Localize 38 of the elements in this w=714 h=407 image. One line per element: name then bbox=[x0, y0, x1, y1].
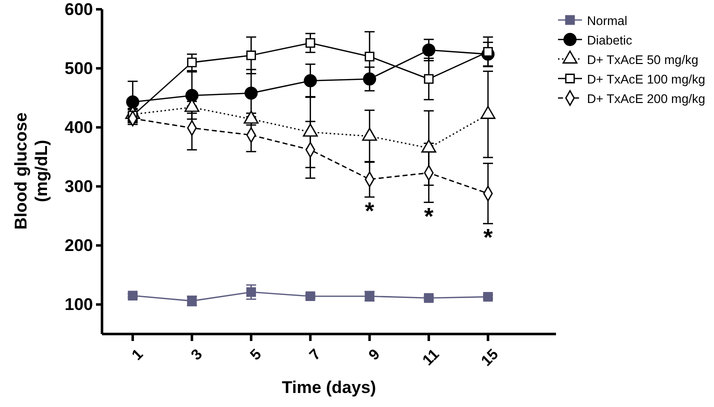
point bbox=[304, 74, 317, 88]
legend-label: Normal bbox=[587, 14, 628, 28]
y-axis-title: Blood glucose (mg/dL) bbox=[12, 112, 51, 230]
x-tick-label: 15 bbox=[478, 346, 502, 370]
x-tick-label: 7 bbox=[306, 346, 324, 364]
point bbox=[483, 292, 493, 302]
point bbox=[128, 290, 138, 300]
point bbox=[483, 46, 493, 57]
legend-label: D+ TxAcE 200 mg/kg bbox=[587, 92, 706, 106]
x-tick-label: 9 bbox=[366, 346, 384, 364]
y-tick-label: 600 bbox=[64, 0, 93, 19]
legend-label: D+ TxAcE 50 mg/kg bbox=[587, 53, 698, 67]
x-tick-label: 3 bbox=[188, 346, 206, 364]
x-tick-label: 1 bbox=[128, 346, 147, 364]
legend-label: D+ TxAcE 100 mg/kg bbox=[587, 72, 706, 86]
y-tick-label: 100 bbox=[64, 294, 93, 314]
point bbox=[187, 58, 197, 68]
annotation: * bbox=[424, 203, 434, 230]
y-tick-label: 200 bbox=[64, 236, 93, 255]
point bbox=[363, 72, 376, 86]
x-tick-label: 11 bbox=[419, 346, 443, 370]
point bbox=[424, 74, 434, 84]
point bbox=[364, 52, 374, 62]
point bbox=[185, 88, 198, 102]
point bbox=[306, 38, 316, 48]
y-tick-label: 300 bbox=[64, 176, 93, 196]
y-tick-label: 500 bbox=[64, 58, 93, 78]
annotation: * bbox=[364, 198, 375, 226]
x-axis-title: Time (days) bbox=[282, 378, 376, 397]
point bbox=[246, 50, 256, 60]
annotation: * bbox=[483, 224, 494, 252]
y-tick-label: 400 bbox=[64, 118, 93, 137]
point bbox=[424, 293, 434, 303]
point bbox=[246, 287, 256, 297]
point bbox=[244, 86, 258, 100]
legend-label: Diabetic bbox=[587, 34, 632, 48]
point bbox=[306, 291, 316, 302]
x-tick-label: 5 bbox=[247, 346, 266, 364]
